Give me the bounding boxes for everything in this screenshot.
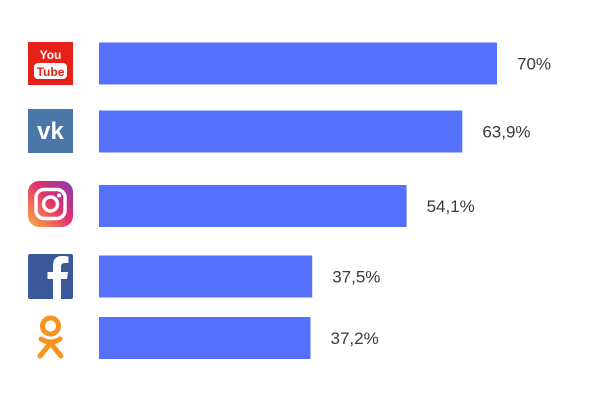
svg-text:vk: vk [37,118,64,145]
facebook-logo-icon [28,254,73,299]
youtube-logo-icon: You Tube [28,42,73,85]
value-label-facebook: 37,5% [332,268,380,287]
value-label-youtube: 70% [517,55,551,74]
bar-facebook [99,255,313,298]
value-label-instagram: 54,1% [427,197,475,216]
vk-logo-icon: vk [28,109,73,153]
odnoklassniki-logo-icon [37,315,64,359]
bar-youtube [99,42,497,85]
svg-text:Tube: Tube [37,65,65,79]
value-label-vk: 63,9% [482,123,530,142]
bar-instagram [99,185,407,227]
bar-odnoklassniki [99,317,311,359]
bars-group [99,42,497,359]
svg-text:You: You [40,48,62,62]
bar-vk [99,110,463,153]
value-label-odnoklassniki: 37,2% [331,329,379,348]
value-labels-group: 70% 63,9% 54,1% 37,5% 37,2% [331,55,552,349]
instagram-logo-icon [28,181,73,227]
